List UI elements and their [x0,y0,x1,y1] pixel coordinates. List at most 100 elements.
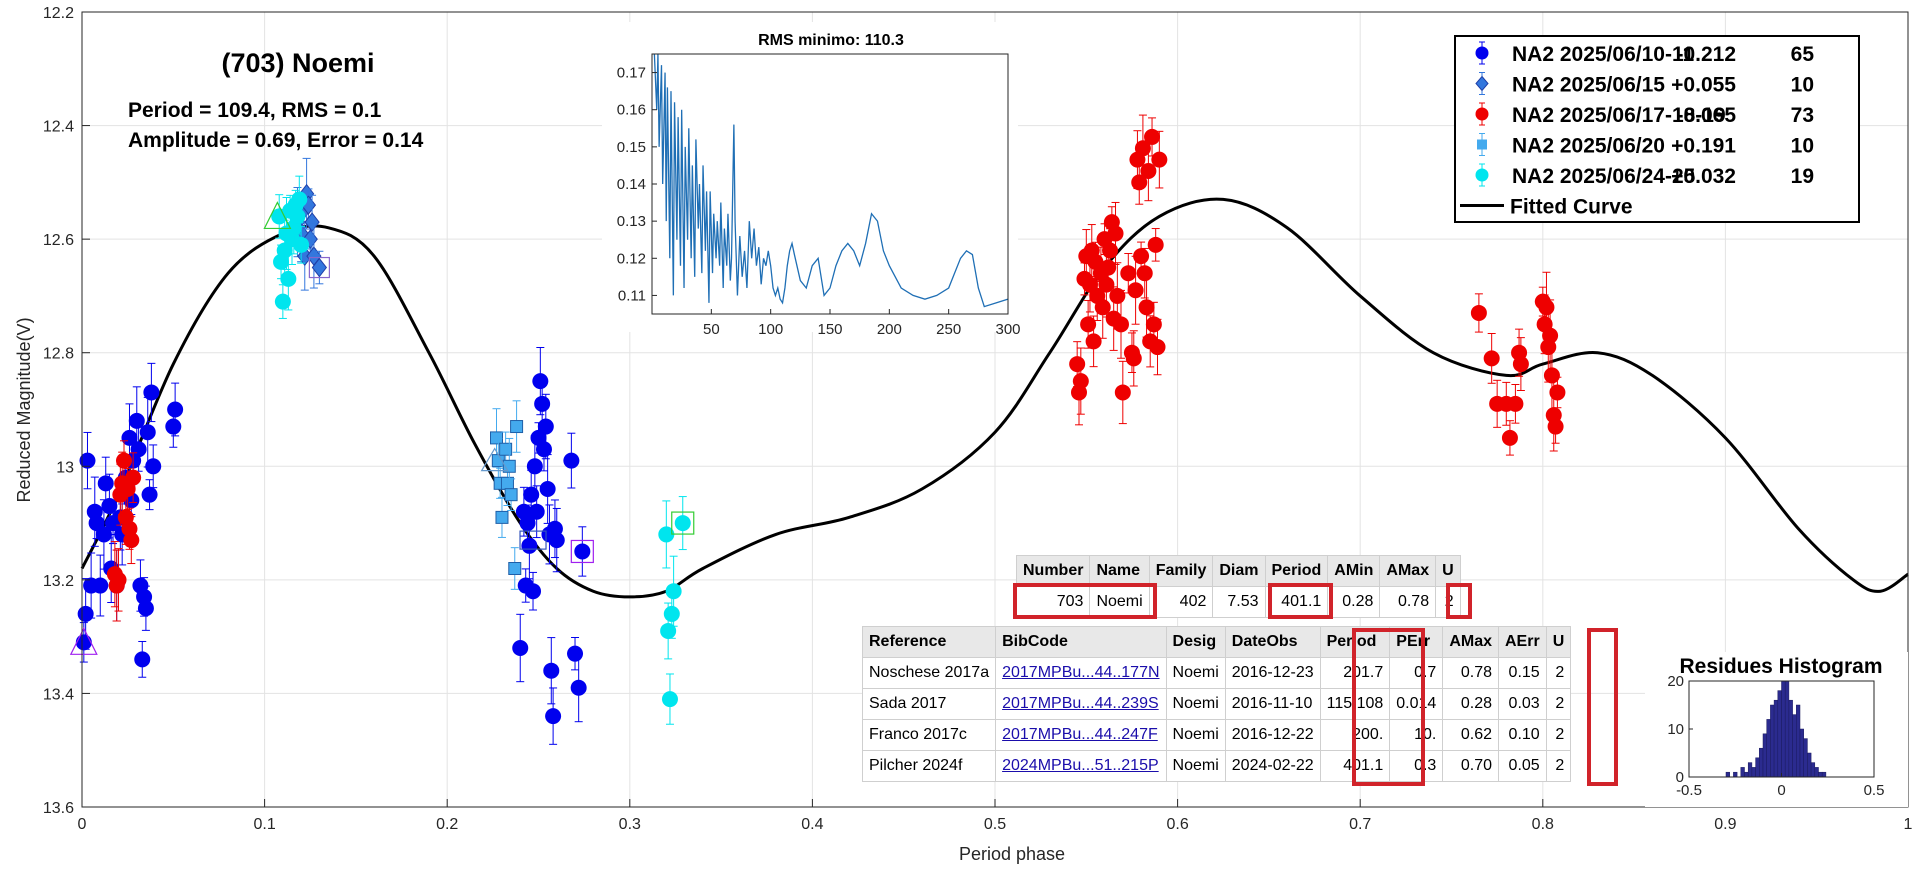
outline-marker [480,447,509,472]
data-point [495,496,509,538]
ticks-layer: 0 0.1 0.2 0.3 0.4 0.5 0.6 0.7 0.8 0.9 1 12.2 12.4 12.… [43,5,1913,833]
bibcode-link[interactable]: 2024MPBu...51..215P [995,750,1167,782]
rms-line-layer [653,53,1009,308]
data-point [508,547,522,590]
outline-marker [69,626,98,655]
references-cell: 0.62 [1442,719,1499,751]
references-cell: 2016-12-23 [1224,657,1321,689]
references-cell: 201.7 [1319,657,1391,689]
histogram-bar [1818,771,1823,778]
rms-inset: RMS minimo: 110.3 50 100 150 200 250 300 0.11 0… [602,22,1021,338]
legend-series-count: 73 [1791,104,1814,127]
rms-x-tick-label: 150 [817,321,842,338]
references-cell: 2024-02-22 [1224,750,1321,782]
data-point [291,175,308,224]
histogram-bar [1751,767,1756,778]
summary-cell: 0.28 [1327,586,1381,618]
x-tick-label: 0.4 [801,816,823,833]
legend-item: Fitted Curve [1460,196,1633,219]
legend-item: NA2 2025/06/15 +0.055 10 [1475,72,1814,97]
legend-marker [1475,107,1489,121]
references-table-body: Noschese 2017a 2017MPBu...44..177N Noemi 20… [861,657,1572,782]
histogram-bar [1725,771,1730,778]
references-cell: Franco 2017c [861,719,997,751]
rms-ticks-layer: 50 100 150 200 250 300 0.11 0.12 0.13 0.14 0.15 0.1… [617,65,1021,338]
data-point [1147,228,1164,262]
data-point [79,431,96,490]
data-point [1470,293,1487,333]
references-cell: Sada 2017 [861,688,997,720]
outline-marker [519,530,547,550]
references-header-cell: DateObs [1224,626,1321,658]
histogram-bar [1740,767,1745,778]
x-tick-label: 0.2 [436,816,458,833]
data-point [658,500,675,569]
data-point [311,250,328,285]
summary-cell: 401.1 [1264,586,1329,618]
legend-box [1454,35,1860,223]
histogram-bar [1747,762,1753,778]
references-cell: 401.1 [1319,750,1391,782]
references-cell: Noemi [1165,688,1226,720]
rms-y-tick-label: 0.17 [617,65,646,82]
references-header-cell: BibCode [995,626,1167,658]
summary-cell: 703 [1015,586,1091,618]
legend-series-name: NA2 2025/06/24-25 [1512,165,1696,188]
rms-x-tick-label: 50 [703,321,720,338]
data-point [1512,337,1529,392]
x-axis-label: Period phase [959,844,1065,864]
legend-series-name: NA2 2025/06/17-18-19 [1512,104,1726,127]
y-tick-label: 12.2 [43,5,74,22]
histogram-bar [1744,771,1749,778]
histogram-bar [1810,762,1816,778]
legend-series-name: NA2 2025/06/20 [1512,135,1665,158]
bibcode-link[interactable]: 2017MPBu...44..239S [995,688,1167,720]
summary-cell: 402 [1148,586,1214,618]
chart-title: (703) Noemi [221,48,374,78]
references-cell: 0.3 [1389,750,1444,782]
data-point [274,284,291,319]
histogram-bar [1784,680,1790,778]
legend-series-offset: +0.191 [1671,135,1736,158]
legend-item: NA2 2025/06/17-18-19-0.065 73 [1475,102,1814,127]
data-point [528,485,545,539]
histogram-x-tick-label: -0.5 [1676,782,1702,799]
data-point [123,516,140,565]
rms-x-tick-label: 100 [758,321,783,338]
data-point [280,247,297,311]
legend-series-count: 10 [1791,135,1814,158]
histogram-bar [1788,699,1793,778]
data-point [521,512,538,580]
summary-cell: Noemi [1089,586,1150,618]
y-tick-label: 13.4 [43,686,74,703]
data-point [1125,330,1142,387]
data-point [1127,255,1144,325]
references-cell: 0.10 [1498,719,1547,751]
summary-header-cell: Number [1015,555,1091,587]
data-point [563,432,580,489]
data-point [167,382,184,437]
data-point [1114,360,1131,425]
references-cell: 115.108 [1319,688,1391,720]
references-cell: 0.15 [1498,657,1547,689]
references-cell: Noemi [1165,657,1226,689]
outline-marker [671,511,695,535]
histogram-bar [1796,704,1801,778]
references-cell: 200. [1319,719,1391,751]
data-point [134,640,151,678]
bibcode-link[interactable]: 2017MPBu...44..177N [995,657,1167,689]
bibcode-link[interactable]: 2017MPBu...44..247F [995,719,1167,751]
histogram-bar [1755,757,1760,778]
x-tick-label: 0.7 [1349,816,1371,833]
references-cell: 2 [1545,719,1572,751]
references-cell: Pilcher 2024f [861,750,997,782]
references-cell: Noemi [1165,719,1226,751]
references-cell: 0.28 [1442,688,1499,720]
summary-cell: 2 [1435,586,1461,618]
data-point [143,362,160,423]
data-point [1483,333,1500,384]
rms-y-tick-label: 0.16 [617,102,646,119]
references-cell: 0.03 [1498,688,1547,720]
legend-item: NA2 2025/06/24-25+0.032 19 [1475,163,1814,188]
